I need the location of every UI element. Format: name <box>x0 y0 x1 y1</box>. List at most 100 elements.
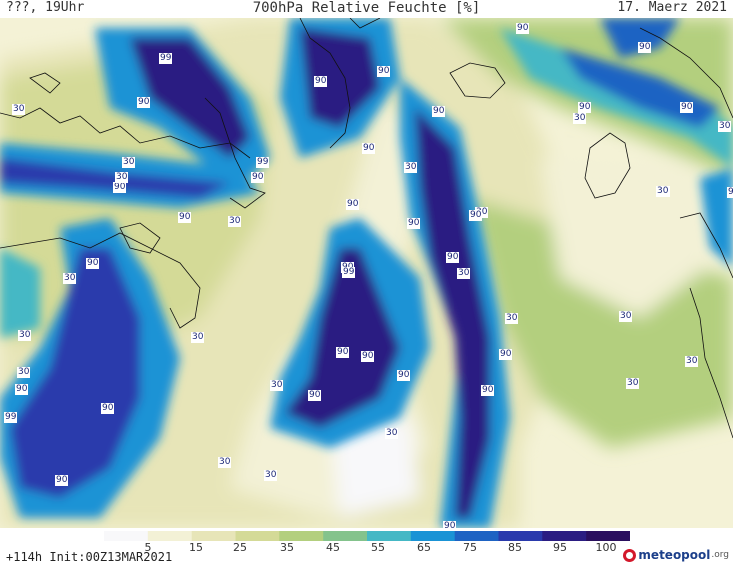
contour-label: 90 <box>361 351 375 362</box>
humidity-fields-low <box>0 18 733 528</box>
contour-label: 30 <box>270 380 284 391</box>
humid-band <box>10 248 140 498</box>
contour-label: 30 <box>18 330 32 341</box>
contour-label: 90 <box>481 385 495 396</box>
map-title: 700hPa Relative Feuchte [%] <box>252 0 481 16</box>
colorbar-tick-label: 75 <box>463 541 477 554</box>
dry-region <box>330 418 420 518</box>
contour-label: 30 <box>626 378 640 389</box>
colorbar-segment <box>367 531 412 541</box>
humid-band <box>600 18 680 58</box>
colorbar-tick-label: 15 <box>189 541 203 554</box>
contour-label: 90 <box>446 252 460 263</box>
colorbar-segment <box>235 531 280 541</box>
coastline <box>0 232 201 329</box>
colorbar-tick-label: 65 <box>417 541 431 554</box>
coastline <box>639 27 733 119</box>
contour-label: 90 <box>178 212 192 223</box>
contour-label: 90 <box>443 521 457 528</box>
contour-label: 90 <box>638 42 652 53</box>
coastline <box>204 97 266 209</box>
colorbar-tick-label: 35 <box>280 541 294 554</box>
contour-label: 99 <box>4 412 18 423</box>
coastline <box>119 222 161 254</box>
contour-label: 90 <box>432 106 446 117</box>
colorbar-tick-label: 95 <box>553 541 567 554</box>
coastline <box>449 62 506 99</box>
contour-label: 30 <box>12 104 26 115</box>
contour-label: 30 <box>457 268 471 279</box>
contour-label: 30 <box>656 186 670 197</box>
contour-label: 99 <box>159 53 173 64</box>
contour-label: 30 <box>218 457 232 468</box>
colorbar-segment <box>147 531 193 541</box>
contour-label: 99 <box>342 267 356 278</box>
colorbar-segment <box>410 531 456 541</box>
colorbar-segment <box>191 531 237 541</box>
contour-label: 90 <box>578 102 592 113</box>
colorbar-segment <box>498 531 543 541</box>
humidity-fields-high <box>0 18 733 528</box>
colorbar-segment <box>104 531 149 541</box>
meteopool-logo-icon <box>623 548 637 562</box>
meteopool-logo[interactable]: meteopool .org <box>623 547 729 563</box>
colorbar-tick-label: 85 <box>508 541 522 554</box>
contour-label: 90 <box>377 66 391 77</box>
contour-label: 90 <box>308 390 322 401</box>
contour-label: 90 <box>101 403 115 414</box>
humid-band <box>130 38 250 158</box>
contour-label: 30 <box>505 313 519 324</box>
contour-label: 30 <box>63 273 77 284</box>
colorbar-segment <box>542 531 587 541</box>
contour-label: 30 <box>191 332 205 343</box>
colorbar-tick-label: 55 <box>371 541 385 554</box>
init-time-label: +114h Init:00Z13MAR2021 <box>6 550 173 564</box>
colorbar-tick-label: 5 <box>144 541 152 554</box>
contour-label: 30 <box>404 162 418 173</box>
humidity-field <box>0 18 733 528</box>
humid-band <box>300 28 380 128</box>
coastline <box>689 287 733 439</box>
contour-label: 30 <box>122 157 136 168</box>
contour-label: 90 <box>680 102 694 113</box>
contour-label: 30 <box>619 311 633 322</box>
contour-label: 99 <box>256 157 270 168</box>
contour-label: 30 <box>685 356 699 367</box>
humid-band <box>700 168 733 268</box>
colorbar-segment <box>586 531 630 541</box>
humid-band <box>0 248 40 338</box>
logo-name: meteopool <box>638 548 711 562</box>
coastline <box>349 18 381 29</box>
contour-label: 30 <box>573 113 587 124</box>
contour-label: 90 <box>346 199 360 210</box>
coastline <box>0 107 251 159</box>
contour-label: 90 <box>15 384 29 395</box>
contour-label: 90 <box>499 349 513 360</box>
contour-label: 90 <box>137 97 151 108</box>
contour-label: 90 <box>86 258 100 269</box>
humid-band <box>415 108 490 518</box>
contour-label: 30 <box>264 470 278 481</box>
contour-label: 30 <box>385 428 399 439</box>
contour-label: 90 <box>469 210 483 221</box>
colorbar-segment <box>323 531 368 541</box>
contour-label: 90 <box>397 370 411 381</box>
footer-bar: 5 15 25 35 45 55 65 75 85 95 100 +114h Init:00Z13M… <box>0 528 733 566</box>
colorbar-segment <box>279 531 324 541</box>
valid-time-label: ???, 19Uhr <box>6 0 85 15</box>
contour-label: 90 <box>407 218 421 229</box>
logo-suffix: .org <box>711 550 729 560</box>
humid-band <box>285 248 400 428</box>
colorbar-tick-label: 100 <box>595 541 617 554</box>
colorbar <box>104 531 630 541</box>
contour-label: 90 <box>113 182 127 193</box>
contour-label: 30 <box>718 121 732 132</box>
contour-label: 90 <box>516 23 530 34</box>
contour-label: 30 <box>115 172 129 183</box>
coastline <box>29 72 61 94</box>
contour-label: 90 <box>314 76 328 87</box>
coastline <box>299 18 351 149</box>
header-bar: ???, 19Uhr 700hPa Relative Feuchte [%] 1… <box>0 0 733 18</box>
humidity-map: 9990309099903090309090303090909090903090… <box>0 18 733 528</box>
contour-label: 30 <box>17 367 31 378</box>
